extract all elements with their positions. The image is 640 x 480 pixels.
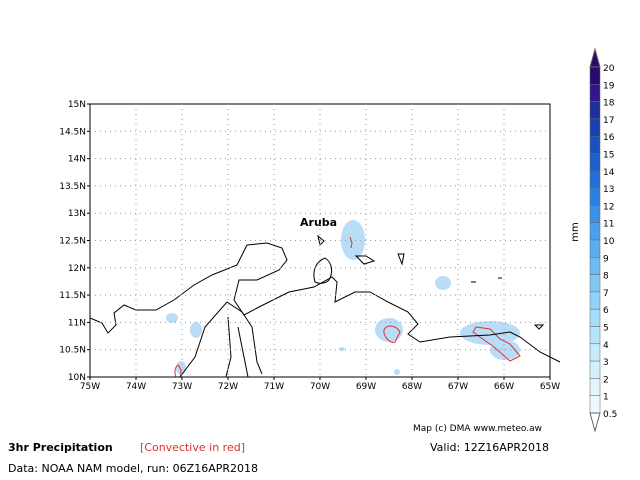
legend-label: 15 [603, 151, 614, 161]
legend-label: 6 [603, 306, 609, 316]
lon-label: 75W [80, 382, 100, 392]
lat-label: 10.5N [59, 346, 86, 356]
lat-label: 14.5N [59, 127, 86, 137]
legend-label: 13 [603, 185, 614, 195]
legend-label: 5 [603, 324, 609, 334]
legend-cell [589, 291, 601, 310]
legend-cell [589, 360, 601, 379]
legend-cell [589, 135, 601, 154]
legend-label: 11 [603, 220, 614, 230]
legend-cell [589, 205, 601, 223]
legend-cap [589, 47, 601, 68]
legend-cell [589, 395, 601, 414]
legend-cell [589, 257, 601, 275]
legend-cell [589, 378, 601, 396]
legend-cell [589, 343, 601, 362]
convective-note: [Convective in red] [140, 441, 245, 454]
lat-label: 12N [68, 264, 86, 274]
legend-label: 18 [603, 99, 615, 109]
lon-label: 72W [218, 382, 238, 392]
legend-cell [589, 187, 601, 206]
legend-label: 19 [603, 81, 615, 91]
legend-label: 12 [603, 202, 614, 212]
lat-label: 14N [68, 155, 86, 165]
legend-label: 10 [603, 237, 615, 247]
lon-label: 71W [264, 382, 284, 392]
legend-label: 16 [603, 133, 615, 143]
legend-cell [589, 153, 601, 172]
legend-label: 9 [603, 254, 609, 264]
legend-cell [589, 84, 601, 102]
coastline [89, 234, 561, 378]
legend-label: 20 [603, 64, 615, 74]
legend-label: 4 [603, 341, 609, 351]
legend-label: 1 [603, 393, 609, 403]
place-label: Aruba [300, 216, 337, 229]
legend-cell [589, 274, 601, 293]
lon-label: 73W [172, 382, 192, 392]
legend-cell [589, 118, 601, 137]
legend-cell [589, 326, 601, 345]
data-source: Data: NOAA NAM model, run: 06Z16APR2018 [8, 462, 258, 475]
legend-cell [589, 170, 601, 189]
lat-label: 13.5N [59, 182, 86, 192]
legend-cap [589, 412, 601, 433]
lat-label: 12.5N [59, 237, 86, 247]
lon-label: 65W [540, 382, 560, 392]
legend-label: 3 [603, 358, 609, 368]
legend-cell [589, 101, 601, 120]
credit: Map (c) DMA www.meteo.aw [413, 424, 542, 434]
legend-cell [589, 66, 601, 85]
lat-label: 15N [68, 100, 86, 110]
lon-label: 66W [494, 382, 514, 392]
lat-label: 11.5N [59, 291, 86, 301]
legend-cell [589, 308, 601, 327]
lon-label: 74W [126, 382, 146, 392]
legend-label: 2 [603, 375, 609, 385]
lat-label: 11N [68, 318, 86, 328]
convective [174, 236, 521, 378]
legend-label: 0.5 [603, 410, 617, 420]
lon-label: 67W [448, 382, 468, 392]
legend-label: 7 [603, 289, 609, 299]
lon-label: 68W [402, 382, 422, 392]
valid-time: Valid: 12Z16APR2018 [430, 441, 549, 454]
legend-label: 17 [603, 116, 614, 126]
legend-cell [589, 239, 601, 258]
lon-label: 69W [356, 382, 376, 392]
legend-label: 14 [603, 168, 615, 178]
legend-label: 8 [603, 272, 609, 282]
unit: mm [570, 222, 581, 241]
lat-label: 10N [68, 373, 86, 383]
lon-label: 70W [310, 382, 330, 392]
footer-title: 3hr Precipitation [8, 441, 113, 454]
lat-label: 13N [68, 209, 86, 219]
precipitation [166, 220, 520, 375]
legend-cell [589, 222, 601, 241]
